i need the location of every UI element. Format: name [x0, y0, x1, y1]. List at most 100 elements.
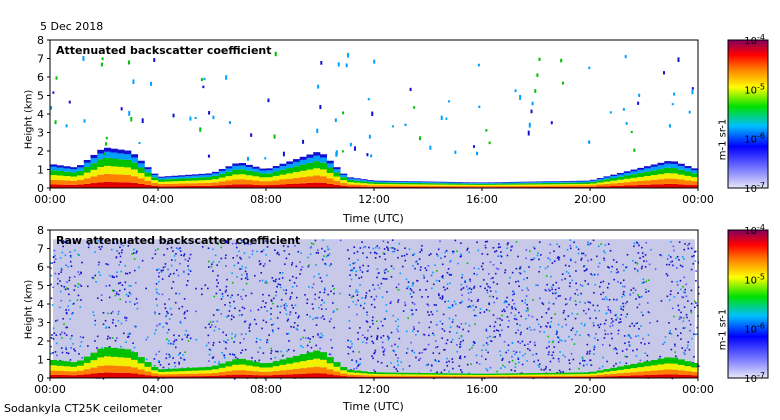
noise-speckle: [380, 320, 382, 323]
boundary-layer-cell: [124, 167, 132, 175]
cloud-speckle: [52, 91, 55, 94]
cloud-speckle: [662, 71, 665, 75]
boundary-layer-cell: [421, 181, 429, 183]
noise-speckle: [514, 366, 517, 368]
noise-speckle: [237, 262, 240, 264]
noise-speckle: [673, 315, 675, 318]
noise-speckle: [372, 316, 374, 319]
noise-speckle: [558, 245, 561, 248]
noise-speckle: [339, 292, 341, 295]
noise-speckle: [170, 313, 173, 316]
noise-speckle: [272, 297, 275, 300]
noise-speckle: [627, 334, 629, 337]
noise-speckle: [283, 250, 286, 252]
noise-speckle: [595, 317, 597, 320]
noise-speckle: [622, 305, 625, 308]
boundary-layer-cell: [374, 372, 382, 375]
noise-speckle: [270, 347, 273, 350]
boundary-layer-cell: [590, 179, 598, 181]
noise-speckle: [100, 239, 103, 242]
noise-speckle: [299, 338, 302, 341]
noise-speckle: [536, 254, 539, 257]
noise-speckle: [441, 263, 444, 266]
boundary-layer-cell: [56, 171, 64, 176]
noise-speckle: [420, 248, 423, 250]
boundary-layer-cell: [596, 182, 604, 185]
noise-speckle: [120, 322, 123, 325]
noise-speckle: [155, 283, 158, 285]
boundary-layer-cell: [475, 183, 483, 185]
cloud-speckle: [413, 106, 416, 109]
colorbar-tick-label: 10-5: [744, 272, 765, 286]
cloud-speckle: [68, 100, 71, 104]
boundary-layer-cell: [198, 370, 206, 374]
boundary-layer-cell: [576, 375, 584, 378]
noise-speckle: [81, 357, 83, 359]
noise-speckle: [594, 309, 596, 312]
noise-speckle: [392, 247, 394, 249]
boundary-layer-cell: [164, 371, 172, 375]
noise-speckle: [586, 351, 589, 353]
noise-speckle: [68, 279, 71, 282]
noise-speckle: [52, 338, 55, 340]
noise-speckle: [634, 267, 636, 270]
boundary-layer-cell: [252, 366, 260, 372]
noise-speckle: [210, 265, 213, 268]
noise-speckle: [165, 357, 168, 360]
boundary-layer-cell: [475, 184, 483, 187]
noise-speckle: [574, 300, 577, 302]
noise-speckle: [693, 300, 696, 303]
noise-speckle: [307, 265, 310, 268]
noise-speckle: [234, 356, 237, 359]
noise-speckle: [592, 239, 595, 242]
noise-speckle: [549, 360, 552, 363]
noise-speckle: [70, 347, 72, 349]
noise-speckle: [561, 325, 564, 328]
noise-speckle: [672, 264, 674, 267]
noise-speckle: [471, 347, 473, 349]
noise-speckle: [547, 353, 550, 356]
noise-speckle: [470, 288, 473, 291]
noise-speckle: [314, 293, 317, 296]
noise-speckle: [295, 239, 298, 242]
noise-speckle: [119, 246, 121, 249]
noise-speckle: [633, 245, 635, 248]
noise-speckle: [418, 352, 421, 354]
noise-speckle: [154, 249, 157, 252]
boundary-layer-cell: [63, 184, 71, 188]
boundary-layer-cell: [97, 365, 105, 373]
noise-speckle: [551, 341, 554, 344]
noise-speckle: [289, 279, 291, 282]
noise-speckle: [679, 264, 682, 267]
noise-speckle: [669, 261, 672, 263]
noise-speckle: [513, 318, 516, 320]
noise-speckle: [227, 339, 229, 341]
noise-speckle: [670, 240, 672, 243]
noise-speckle: [178, 361, 180, 364]
noise-speckle: [642, 255, 645, 258]
boundary-layer-cell: [158, 176, 166, 178]
noise-speckle: [645, 291, 647, 293]
noise-speckle: [387, 247, 389, 250]
noise-speckle: [382, 252, 385, 255]
noise-speckle: [382, 334, 385, 337]
noise-speckle: [556, 331, 558, 334]
noise-speckle: [690, 302, 693, 305]
cloud-speckle: [212, 115, 215, 120]
noise-speckle: [376, 338, 378, 340]
noise-speckle: [636, 306, 639, 309]
boundary-layer-cell: [131, 352, 139, 360]
noise-speckle: [433, 304, 436, 306]
boundary-layer-cell: [407, 182, 415, 185]
boundary-layer-cell: [495, 374, 503, 377]
noise-speckle: [251, 249, 254, 252]
noise-speckle: [211, 263, 213, 266]
cloud-speckle: [531, 101, 534, 106]
noise-speckle: [86, 285, 89, 288]
boundary-layer-cell: [50, 179, 58, 185]
boundary-layer-cell: [83, 167, 91, 173]
boundary-layer-cell: [225, 166, 233, 169]
boundary-layer-cell: [83, 172, 91, 179]
noise-speckle: [352, 295, 355, 298]
boundary-layer-cell: [272, 371, 280, 376]
